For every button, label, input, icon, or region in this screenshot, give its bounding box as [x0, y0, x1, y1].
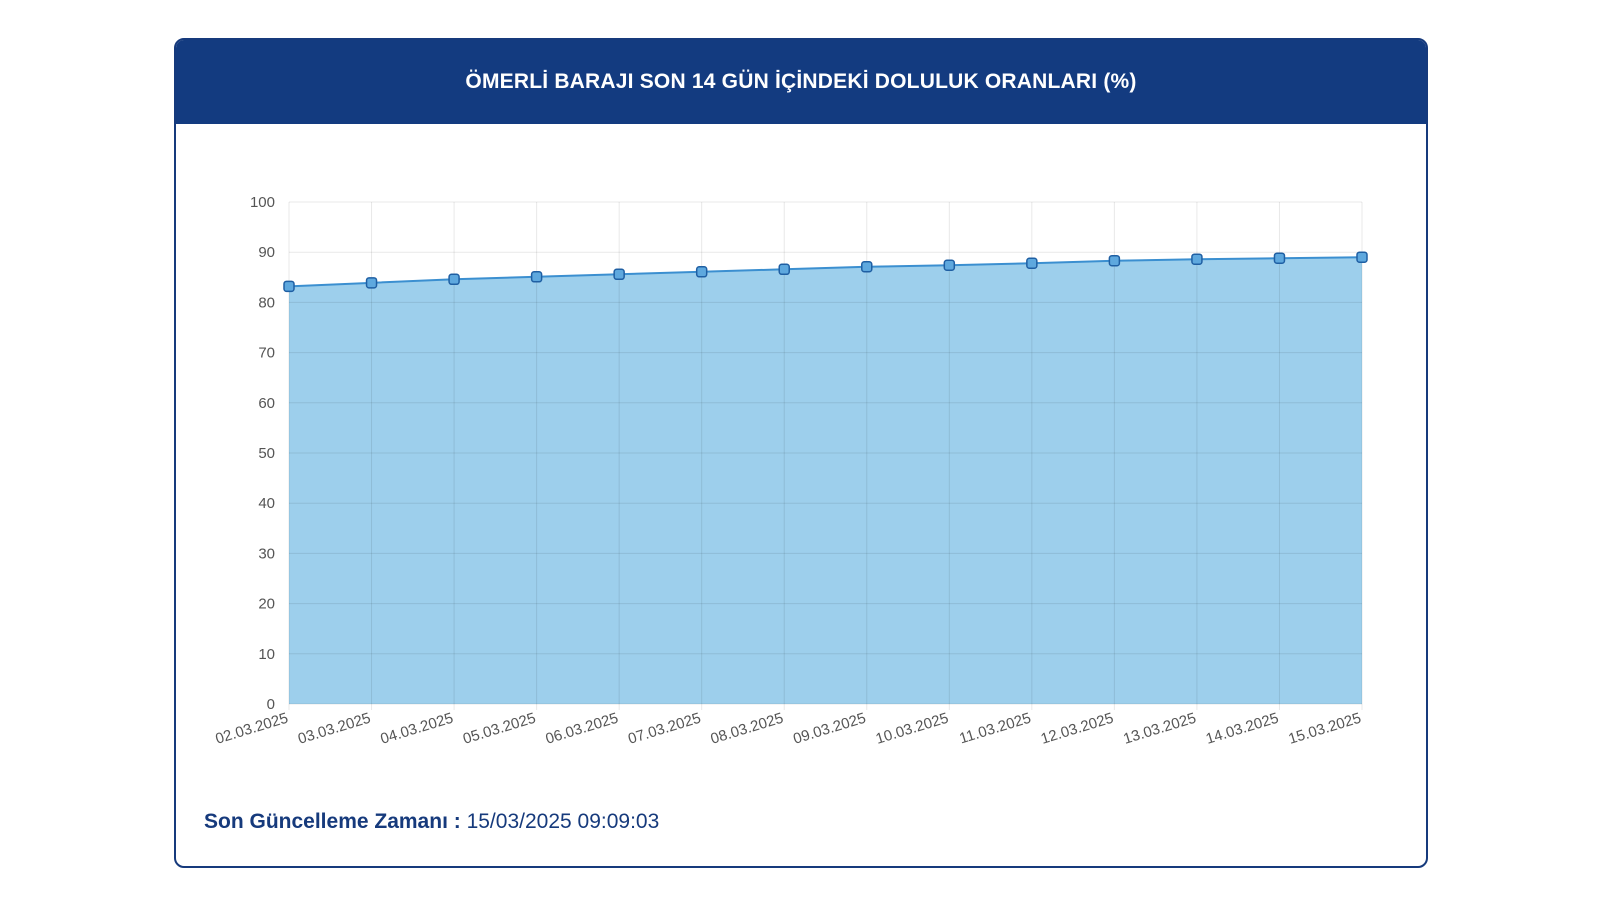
data-point: [448, 273, 460, 286]
data-point: [778, 263, 790, 276]
data-point: [530, 271, 543, 283]
x-tick-label: 15.03.2025: [1286, 710, 1363, 748]
x-tick-label: 04.03.2025: [378, 710, 455, 748]
x-tick-label: 02.03.2025: [213, 710, 290, 748]
area-fill: [289, 257, 1362, 704]
chart-card: ÖMERLİ BARAJI SON 14 GÜN İÇİNDEKİ DOLULU…: [174, 38, 1428, 868]
data-point: [861, 261, 873, 273]
data-point: [1108, 254, 1121, 267]
y-tick-label: 80: [258, 294, 275, 311]
data-point: [1356, 251, 1368, 263]
y-tick-label: 50: [258, 445, 275, 462]
x-tick-label: 09.03.2025: [791, 710, 868, 748]
y-tick-label: 70: [258, 345, 275, 362]
data-point: [1273, 252, 1286, 264]
x-tick-label: 12.03.2025: [1039, 710, 1116, 748]
y-tick-label: 20: [258, 596, 275, 613]
y-tick-label: 100: [250, 194, 275, 211]
y-tick-label: 30: [258, 545, 275, 562]
last-update-value: 15/03/2025 09:09:03: [466, 810, 660, 833]
x-tick-label: 10.03.2025: [874, 710, 951, 748]
last-update-label: Son Güncelleme Zamanı :: [204, 810, 461, 833]
x-tick-label: 05.03.2025: [461, 710, 538, 748]
data-point: [613, 268, 625, 281]
y-tick-label: 90: [258, 244, 275, 261]
data-point: [943, 259, 956, 272]
y-tick-label: 0: [267, 696, 275, 713]
x-tick-label: 11.03.2025: [957, 710, 1033, 748]
x-tick-label: 06.03.2025: [544, 710, 621, 748]
data-point: [365, 277, 378, 289]
data-point: [1026, 257, 1038, 269]
x-tick-label: 14.03.2025: [1204, 710, 1281, 748]
x-tick-label: 07.03.2025: [626, 710, 703, 748]
data-point: [283, 280, 295, 293]
x-tick-label: 08.03.2025: [709, 710, 786, 748]
chart-area: 0 10 20 30 40 50 60 70 80 90 100 02.03.2025 03.03.20…: [176, 124, 1426, 784]
card-header: ÖMERLİ BARAJI SON 14 GÜN İÇİNDEKİ DOLULU…: [176, 40, 1426, 124]
y-tick-label: 60: [258, 395, 275, 412]
y-tick-label: 40: [258, 495, 275, 512]
chart-title: ÖMERLİ BARAJI SON 14 GÜN İÇİNDEKİ DOLULU…: [465, 70, 1137, 93]
series-line: [288, 256, 1363, 288]
x-tick-label: 13.03.2025: [1121, 710, 1198, 748]
data-point: [1191, 253, 1203, 265]
data-point: [695, 266, 708, 278]
fill-rate-chart: 0 10 20 30 40 50 60 70 80 90 100 02.03.2025 03.03.20…: [213, 194, 1368, 748]
y-tick-label: 10: [258, 646, 275, 663]
last-update: Son Güncelleme Zamanı : 15/03/2025 09:09…: [204, 810, 659, 834]
x-tick-label: 03.03.2025: [296, 710, 373, 748]
